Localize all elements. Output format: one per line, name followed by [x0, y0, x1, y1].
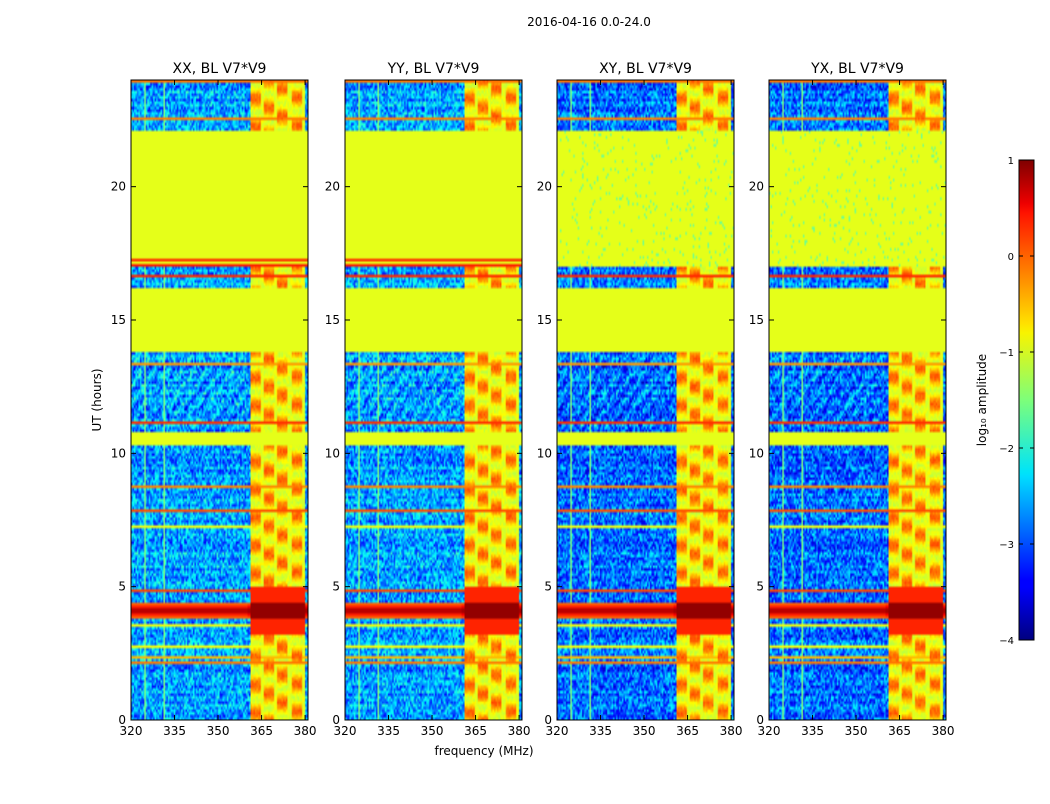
x-tick-label: 350 — [633, 724, 656, 738]
y-tick-label: 10 — [537, 446, 552, 460]
x-tick-label: 320 — [334, 724, 357, 738]
x-tick-label: 365 — [464, 724, 487, 738]
y-tick-label: 10 — [111, 446, 126, 460]
x-tick-label: 335 — [377, 724, 400, 738]
colorbar-label: log₁₀ amplitude — [975, 354, 989, 446]
x-tick-label: 365 — [888, 724, 911, 738]
figure-title: 2016-04-16 0.0-24.0 — [527, 15, 651, 29]
y-tick-label: 10 — [325, 446, 340, 460]
x-tick-label: 320 — [546, 724, 569, 738]
panel-frame — [344, 79, 523, 721]
x-tick-label: 380 — [508, 724, 531, 738]
y-tick-label: 0 — [332, 713, 340, 727]
panel-title: XY, BL V7*V9 — [599, 61, 692, 77]
y-tick-label: 0 — [118, 713, 126, 727]
y-tick-label: 20 — [111, 180, 126, 194]
colorbar-tick-label: 0 — [1008, 252, 1014, 263]
heatmap-xx — [131, 80, 308, 720]
x-axis-label: frequency (MHz) — [434, 744, 533, 758]
x-tick-label: 335 — [163, 724, 186, 738]
y-tick-label: 0 — [544, 713, 552, 727]
panel-yy: YY, BL V7*V9 320 335 350 365 380 0 5 10 15 20 — [325, 61, 531, 738]
y-tick-label: 15 — [537, 313, 552, 327]
x-tick-label: 320 — [758, 724, 781, 738]
x-tick-label: 365 — [676, 724, 699, 738]
x-tick-label: 350 — [421, 724, 444, 738]
colorbar-tick-label: −2 — [999, 444, 1014, 455]
y-tick-label: 5 — [118, 580, 126, 594]
colorbar-tick-label: −1 — [999, 348, 1014, 359]
panel-xy: XY, BL V7*V9 320 335 350 365 380 0 5 10 15 20 — [537, 61, 743, 738]
y-tick-label: 15 — [749, 313, 764, 327]
x-tick-label: 380 — [720, 724, 743, 738]
colorbar-ticks: 1 0 −1 −2 −3 −4 — [999, 156, 1034, 647]
x-tick-label: 380 — [294, 724, 317, 738]
colorbar-tick-label: 1 — [1008, 156, 1014, 167]
panel-title: XX, BL V7*V9 — [173, 61, 267, 77]
x-tick-label: 335 — [801, 724, 824, 738]
panel-frame — [130, 79, 309, 721]
panel-xx: XX, BL V7*V9 320 335 350 365 380 0 5 10 15 20 — [111, 61, 317, 738]
panel-frame — [556, 79, 735, 721]
y-tick-label: 0 — [756, 713, 764, 727]
heatmap-yx — [769, 80, 946, 720]
heatmap-xy — [557, 80, 734, 720]
x-tick-label: 320 — [120, 724, 143, 738]
y-tick-label: 20 — [325, 180, 340, 194]
colorbar-gradient — [1018, 159, 1035, 641]
colorbar-tick-label: −4 — [999, 636, 1014, 647]
y-tick-label: 5 — [332, 580, 340, 594]
x-tick-label: 380 — [932, 724, 955, 738]
x-tick-label: 350 — [845, 724, 868, 738]
y-tick-label: 20 — [537, 180, 552, 194]
panel-frame — [768, 79, 947, 721]
panel-title: YY, BL V7*V9 — [387, 61, 480, 77]
panel-yx: YX, BL V7*V9 320 335 350 365 380 0 5 10 15 20 — [749, 61, 955, 738]
colorbar: 1 0 −1 −2 −3 −4 log₁₀ amplitude — [975, 156, 1035, 647]
heatmap-yy — [345, 80, 522, 720]
y-tick-label: 10 — [749, 446, 764, 460]
colorbar-tick-label: −3 — [999, 540, 1014, 551]
x-tick-label: 335 — [589, 724, 612, 738]
x-tick-label: 350 — [207, 724, 230, 738]
y-tick-label: 20 — [749, 180, 764, 194]
y-tick-label: 15 — [111, 313, 126, 327]
y-tick-label: 5 — [544, 580, 552, 594]
y-tick-label: 15 — [325, 313, 340, 327]
x-tick-label: 365 — [250, 724, 273, 738]
panel-title: YX, BL V7*V9 — [810, 61, 904, 77]
y-tick-label: 5 — [756, 580, 764, 594]
y-axis-label: UT (hours) — [90, 368, 104, 431]
